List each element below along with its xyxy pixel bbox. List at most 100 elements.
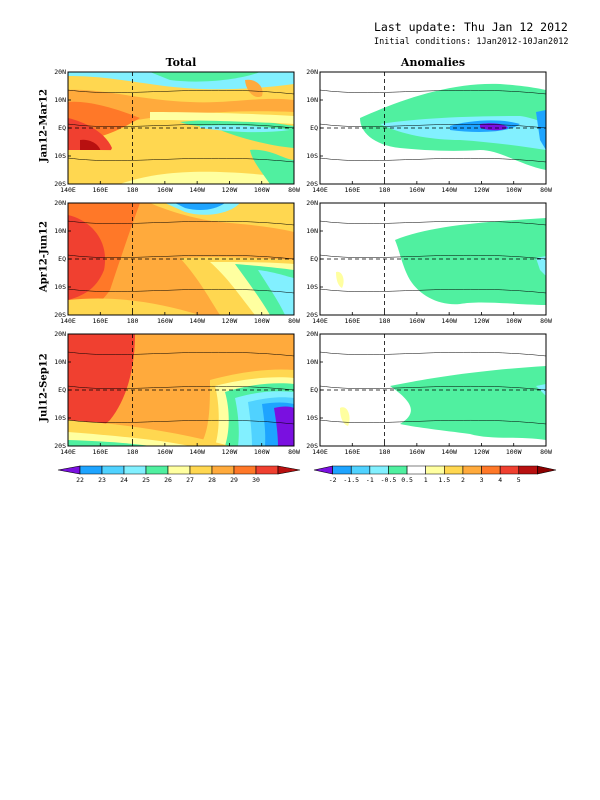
x-tick-label: 160W xyxy=(409,317,425,325)
colorbar-swatch xyxy=(101,465,125,475)
x-tick-label: 160E xyxy=(92,186,108,194)
y-tick-label: EQ xyxy=(310,124,318,132)
colorbar-label: 22 xyxy=(76,476,84,484)
y-tick-label: 20S xyxy=(306,180,318,188)
colorbar-swatch xyxy=(462,465,482,475)
contour-line xyxy=(67,123,295,129)
x-tick-label: 160E xyxy=(344,448,360,456)
contour-line xyxy=(67,385,295,391)
colorbar-swatch xyxy=(425,465,445,475)
colorbar-swatch xyxy=(79,465,103,475)
x-tick-label: 160E xyxy=(344,317,360,325)
x-tick-label: 80W xyxy=(540,186,552,194)
x-tick-label: 120W xyxy=(222,448,238,456)
colorbar-swatch xyxy=(369,465,389,475)
x-tick-label: 140E xyxy=(60,317,76,325)
x-tick-label: 160E xyxy=(92,448,108,456)
y-tick-label: 10S xyxy=(306,152,318,160)
y-tick-label: 20S xyxy=(54,180,66,188)
contour-line xyxy=(319,254,547,260)
contour-line xyxy=(67,419,295,425)
x-tick-label: 180 xyxy=(379,448,391,456)
contour-line xyxy=(319,89,547,95)
column-title-anomalies: Anomalies xyxy=(400,56,466,69)
colorbar-swatch xyxy=(481,465,501,475)
x-tick-label: 180 xyxy=(379,186,391,194)
colorbar-label: 1 xyxy=(424,476,428,484)
x-tick-label: 140W xyxy=(189,317,205,325)
y-tick-label: 20N xyxy=(54,68,66,76)
x-tick-label: 120W xyxy=(222,317,238,325)
colorbar-label: 3 xyxy=(480,476,484,484)
y-tick-label: 10N xyxy=(54,96,66,104)
y-tick-label: 10N xyxy=(54,227,66,235)
contour-line xyxy=(67,89,295,95)
colorbar-label: 28 xyxy=(208,476,216,484)
colorbar-label: 23 xyxy=(98,476,106,484)
x-tick-label: 100W xyxy=(254,317,270,325)
colorbar-label: 5 xyxy=(517,476,521,484)
colorbar-swatch xyxy=(444,465,464,475)
colorbar-label: 30 xyxy=(252,476,260,484)
x-tick-label: 160W xyxy=(157,448,173,456)
y-tick-label: 10S xyxy=(54,152,66,160)
x-tick-label: 140W xyxy=(189,448,205,456)
colorbar-label: 29 xyxy=(230,476,238,484)
colorbar-swatch xyxy=(145,465,169,475)
x-tick-label: 120W xyxy=(474,317,490,325)
colorbar-swatch xyxy=(313,465,333,475)
x-tick-label: 160W xyxy=(157,317,173,325)
contour-line xyxy=(67,288,295,294)
colorbar-swatch xyxy=(57,465,81,475)
contour-line xyxy=(319,419,547,425)
colorbar-label: 1.5 xyxy=(438,476,450,484)
colorbar-swatch xyxy=(211,465,235,475)
colorbar-swatch xyxy=(350,465,371,475)
y-tick-label: 20S xyxy=(306,442,318,450)
x-tick-label: 100W xyxy=(254,448,270,456)
x-tick-label: 80W xyxy=(540,448,552,456)
colorbar-swatch xyxy=(167,465,191,475)
initial-conditions-text: Initial conditions: 1Jan2012-10Jan2012 xyxy=(374,37,569,47)
x-tick-label: 80W xyxy=(288,186,300,194)
y-tick-label: 10S xyxy=(306,414,318,422)
x-tick-label: 140W xyxy=(441,186,457,194)
x-tick-label: 120W xyxy=(474,448,490,456)
x-tick-label: 120W xyxy=(474,186,490,194)
colorbar-swatch xyxy=(388,465,408,475)
colorbar-label: 0.5 xyxy=(401,476,413,484)
y-tick-label: 20N xyxy=(306,68,318,76)
contour-line xyxy=(67,351,295,357)
contour-line xyxy=(319,123,547,129)
y-tick-label: 10N xyxy=(306,227,318,235)
x-tick-label: 140E xyxy=(60,186,76,194)
x-tick-label: 80W xyxy=(288,317,300,325)
x-tick-label: 180 xyxy=(127,448,139,456)
colorbar-label: -1 xyxy=(366,476,374,484)
colorbar-label: 4 xyxy=(498,476,502,484)
x-tick-label: 140W xyxy=(189,186,205,194)
x-tick-label: 140E xyxy=(60,448,76,456)
y-tick-label: EQ xyxy=(58,255,66,263)
colorbar-swatch xyxy=(518,465,538,475)
x-tick-label: 140E xyxy=(312,317,328,325)
colorbar-swatch xyxy=(233,465,257,475)
colorbar-total: 22 23 24 25 26 27 28 29 30 xyxy=(57,465,301,484)
y-tick-label: 20S xyxy=(306,311,318,319)
x-tick-label: 180 xyxy=(379,317,391,325)
y-tick-label: 20N xyxy=(54,330,66,338)
y-tick-label: 20S xyxy=(54,311,66,319)
colorbar-swatch xyxy=(332,465,352,475)
y-tick-label: EQ xyxy=(58,124,66,132)
colorbar-anomalies: -2 -1.5 -1 -0.5 0.5 1 1.5 2 3 4 5 xyxy=(313,465,557,484)
colorbar-swatch xyxy=(537,465,557,475)
y-tick-label: EQ xyxy=(310,255,318,263)
x-tick-label: 160W xyxy=(157,186,173,194)
contour-line xyxy=(319,288,547,294)
contour-line xyxy=(67,254,295,260)
colorbar-swatch xyxy=(255,465,279,475)
total-panel-jan-mar xyxy=(68,72,294,184)
contour-line xyxy=(319,351,547,357)
x-tick-label: 120W xyxy=(222,186,238,194)
colorbar-label: 24 xyxy=(120,476,128,484)
